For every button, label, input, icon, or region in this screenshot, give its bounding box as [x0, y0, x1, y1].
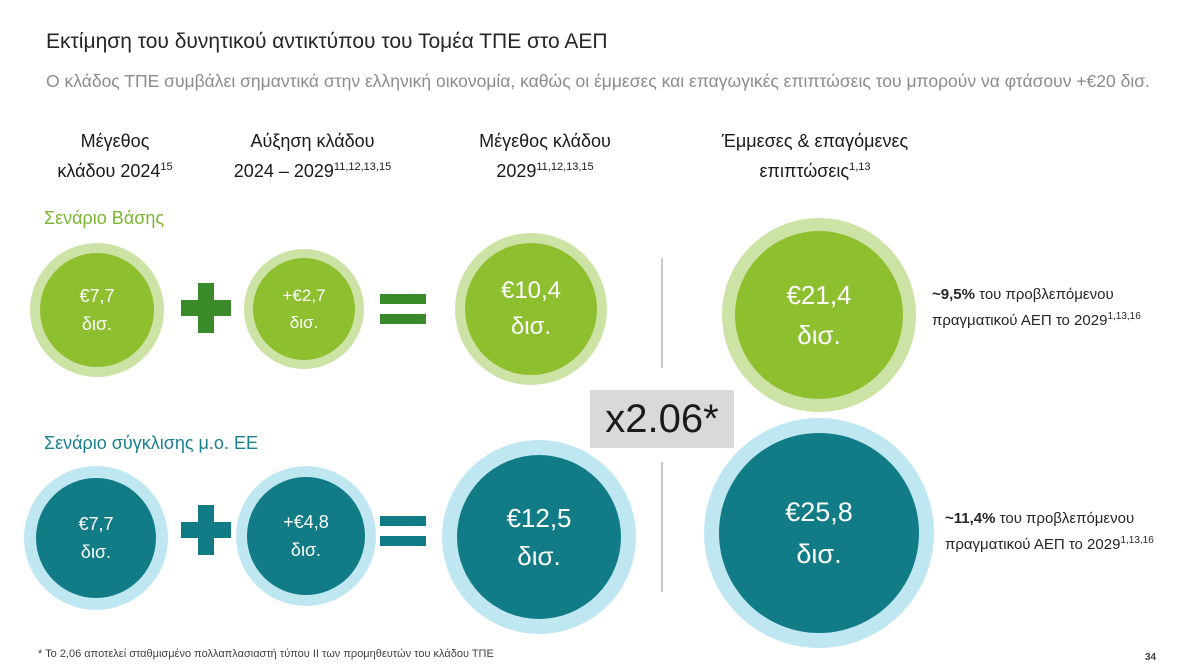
- page-subtitle: Ο κλάδος ΤΠΕ συμβάλει σημαντικά στην ελλ…: [46, 71, 1150, 91]
- eu-impact-circle: €25,8 δισ.: [704, 418, 934, 648]
- column-header-size-2024: Μέγεθος κλάδου 202415: [57, 131, 173, 181]
- base-size-2024-value: €7,7: [79, 286, 115, 306]
- base-size-2029-unit: δισ.: [510, 313, 552, 340]
- divider-line-bottom: [661, 462, 663, 592]
- column-header-size-2029: Μέγεθος κλάδου 202911,12,13,15: [479, 131, 611, 181]
- eu-size-2029-value: €12,5: [506, 503, 572, 533]
- eu-growth-circle: +€4,8 δισ.: [236, 466, 376, 606]
- eu-size-2024-value: €7,7: [78, 514, 114, 534]
- equals-icon: [380, 516, 426, 546]
- equals-icon: [380, 294, 426, 324]
- eu-size-2024-unit: δισ.: [80, 542, 112, 562]
- base-size-2024-circle: €7,7 δισ.: [30, 243, 164, 377]
- base-size-2024-unit: δισ.: [81, 314, 113, 334]
- plus-icon: [181, 283, 231, 333]
- base-gdp-note: ~9,5% του προβλεπόμενου πραγματικού ΑΕΠ …: [932, 286, 1141, 329]
- eu-growth-unit: δισ.: [290, 540, 322, 560]
- footnote: * Το 2,06 αποτελεί σταθμισμένο πολλαπλασ…: [38, 648, 494, 660]
- eu-impact-value: €25,8: [785, 497, 853, 527]
- multiplier-badge: x2.06*: [590, 390, 734, 448]
- eu-impact-unit: δισ.: [796, 539, 842, 569]
- eu-growth-value: +€4,8: [283, 512, 329, 532]
- eu-size-2024-circle: €7,7 δισ.: [24, 466, 168, 610]
- base-growth-circle: +€2,7 δισ.: [244, 249, 364, 369]
- page-title: Εκτίμηση του δυνητικού αντικτύπου του Το…: [46, 30, 608, 53]
- base-impact-unit: δισ.: [797, 320, 841, 350]
- plus-icon: [181, 505, 231, 555]
- eu-size-2029-circle: €12,5 δισ.: [442, 440, 636, 634]
- column-header-growth: Αύξηση κλάδου 2024 – 202911,12,13,15: [233, 131, 392, 181]
- eu-gdp-note: ~11,4% του προβλεπόμενου πραγματικού ΑΕΠ…: [945, 510, 1154, 553]
- divider-line-top: [661, 258, 663, 368]
- base-growth-unit: δισ.: [289, 313, 319, 332]
- base-size-2029-value: €10,4: [500, 277, 562, 304]
- base-growth-value: +€2,7: [282, 286, 326, 305]
- eu-size-2029-unit: δισ.: [517, 541, 561, 571]
- page-number: 34: [1145, 652, 1157, 663]
- scenario-eu-label: Σενάριο σύγκλισης μ.ο. ΕΕ: [44, 433, 258, 453]
- base-impact-value: €21,4: [786, 280, 852, 310]
- base-size-2029-circle: €10,4 δισ.: [455, 233, 607, 385]
- column-header-impact: Έμμεσες & επαγόμενες επιπτώσεις1,13: [721, 131, 909, 181]
- scenario-base-label: Σενάριο Βάσης: [44, 208, 165, 228]
- base-impact-circle: €21,4 δισ.: [722, 218, 916, 412]
